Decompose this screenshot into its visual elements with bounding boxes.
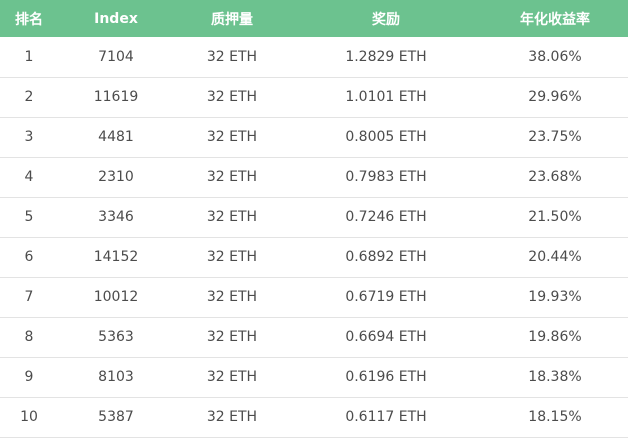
table-row: 4 2310 32 ETH 0.7983 ETH 23.68% xyxy=(0,157,628,197)
cell-index[interactable]: 2310 xyxy=(98,169,134,185)
cell-reward: 1.0101 ETH xyxy=(345,89,427,105)
cell-apr: 18.15% xyxy=(528,409,582,425)
header-row: 排名 Index 质押量 奖励 年化收益率 xyxy=(0,0,628,37)
cell-apr: 29.96% xyxy=(528,89,582,105)
header-rank[interactable]: 排名 xyxy=(15,11,43,28)
cell-rank: 3 xyxy=(24,129,34,145)
cell-index[interactable]: 8103 xyxy=(98,369,134,385)
cell-apr: 23.75% xyxy=(528,129,582,145)
cell-reward: 1.2829 ETH xyxy=(345,48,427,65)
table-row: 6 14152 32 ETH 0.6892 ETH 20.44% xyxy=(0,237,628,277)
cell-apr: 38.06% xyxy=(528,48,582,65)
header-apr[interactable]: 年化收益率 xyxy=(520,11,590,28)
cell-stake: 32 ETH xyxy=(206,89,258,105)
table-row: 7 10012 32 ETH 0.6719 ETH 19.93% xyxy=(0,277,628,317)
cell-apr: 19.86% xyxy=(528,329,582,345)
header-index[interactable]: Index xyxy=(94,10,138,27)
cell-reward: 0.6196 ETH xyxy=(345,369,427,385)
cell-index[interactable]: 5387 xyxy=(98,409,134,425)
cell-stake: 32 ETH xyxy=(206,249,258,265)
table-row: 1 7104 32 ETH 1.2829 ETH 38.06% xyxy=(0,37,628,77)
cell-rank: 8 xyxy=(24,329,34,345)
header-stake[interactable]: 质押量 xyxy=(211,11,253,28)
cell-stake: 32 ETH xyxy=(206,209,258,225)
cell-reward: 0.6719 ETH xyxy=(345,289,427,305)
cell-index[interactable]: 7104 xyxy=(98,48,134,65)
table-row: 10 5387 32 ETH 0.6117 ETH 18.15% xyxy=(0,397,628,437)
cell-apr: 18.38% xyxy=(528,369,582,385)
table-row: 9 8103 32 ETH 0.6196 ETH 18.38% xyxy=(0,357,628,397)
cell-rank: 9 xyxy=(24,369,34,385)
cell-apr: 21.50% xyxy=(528,209,582,225)
table-row: 3 4481 32 ETH 0.8005 ETH 23.75% xyxy=(0,117,628,157)
cell-index[interactable]: 14152 xyxy=(93,249,139,265)
table-row: 2 11619 32 ETH 1.0101 ETH 29.96% xyxy=(0,77,628,117)
cell-apr: 23.68% xyxy=(528,169,582,185)
cell-reward: 0.6694 ETH xyxy=(345,329,427,345)
cell-apr: 19.93% xyxy=(528,289,582,305)
cell-rank: 10 xyxy=(20,409,38,425)
cell-reward: 0.6117 ETH xyxy=(345,409,427,425)
header-reward[interactable]: 奖励 xyxy=(372,11,400,28)
cell-rank: 1 xyxy=(24,48,34,65)
cell-stake: 32 ETH xyxy=(206,289,258,305)
cell-stake: 32 ETH xyxy=(206,329,258,345)
cell-apr: 20.44% xyxy=(528,249,582,265)
table-row: 5 3346 32 ETH 0.7246 ETH 21.50% xyxy=(0,197,628,237)
cell-index[interactable]: 5363 xyxy=(98,329,134,345)
cell-stake: 32 ETH xyxy=(206,48,258,65)
cell-rank: 7 xyxy=(24,289,34,305)
cell-stake: 32 ETH xyxy=(206,169,258,185)
cell-rank: 5 xyxy=(24,209,34,225)
cell-rank: 4 xyxy=(24,169,34,185)
table-row: 8 5363 32 ETH 0.6694 ETH 19.86% xyxy=(0,317,628,357)
cell-index[interactable]: 10012 xyxy=(93,289,139,305)
cell-index[interactable]: 11619 xyxy=(93,89,139,105)
table-body: 1 7104 32 ETH 1.2829 ETH 38.06% 2 11619 … xyxy=(0,37,628,437)
cell-reward: 0.7246 ETH xyxy=(345,209,427,225)
cell-reward: 0.6892 ETH xyxy=(345,249,427,265)
cell-reward: 0.8005 ETH xyxy=(345,129,427,145)
cell-stake: 32 ETH xyxy=(206,129,258,145)
table-header: 排名 Index 质押量 奖励 年化收益率 xyxy=(0,0,628,37)
cell-stake: 32 ETH xyxy=(206,369,258,385)
cell-reward: 0.7983 ETH xyxy=(345,169,427,185)
cell-stake: 32 ETH xyxy=(206,409,258,425)
cell-rank: 2 xyxy=(24,89,34,105)
cell-rank: 6 xyxy=(24,249,34,265)
cell-index[interactable]: 4481 xyxy=(98,129,134,145)
cell-index[interactable]: 3346 xyxy=(98,209,134,225)
